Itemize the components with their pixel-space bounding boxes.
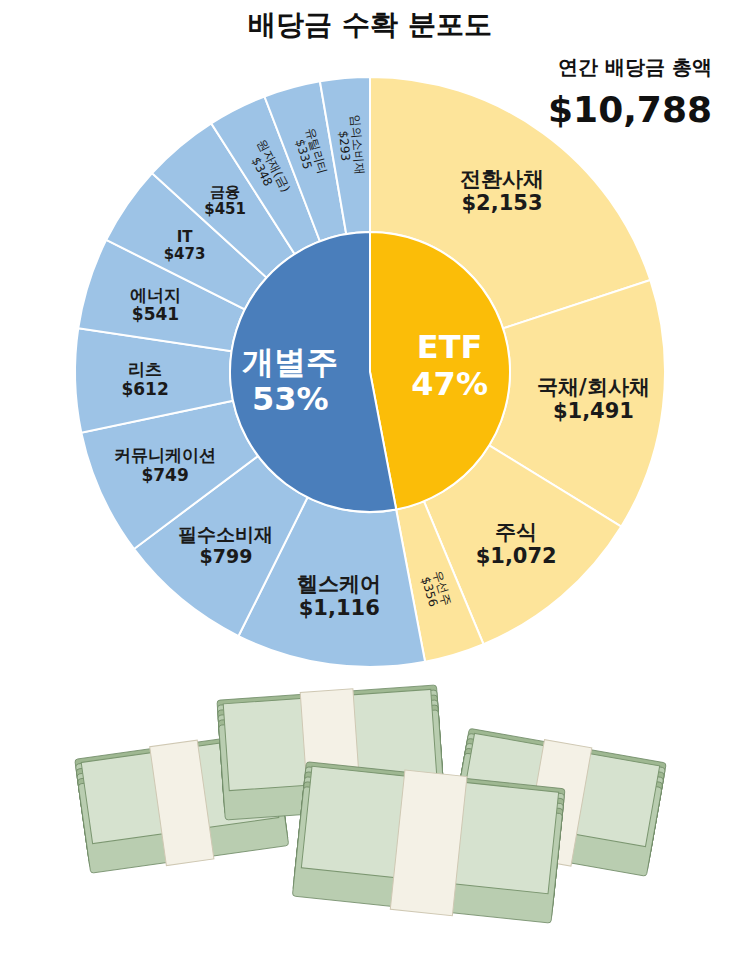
outer-labels: 전환사채$2,153 국채/회사채$1,491 주식$1,072 우선주$356 헬스케… (114, 114, 650, 620)
chart: 배당금 수확 분포도연간 배당금 총액$10,788ETF47%개별주53%전환… (0, 0, 743, 969)
outer-label-value: $541 (132, 304, 179, 324)
outer-label-name: 국채/회사채 (537, 375, 650, 399)
outer-label: 전환사채$2,153 (460, 167, 544, 215)
outer-label-value: $2,153 (461, 191, 542, 215)
inner-label-name: 개별주 (242, 343, 338, 381)
outer-label: 주식$1,072 (476, 520, 557, 568)
outer-label-value: $473 (164, 245, 206, 263)
outer-label-name: 리츠 (128, 359, 162, 379)
outer-label-name: 금융 (210, 183, 240, 201)
outer-label: 헬스케어$1,116 (297, 572, 381, 620)
outer-label: 에너지$541 (130, 285, 181, 325)
outer-label-value: $1,116 (299, 596, 380, 620)
outer-label: 우선주$356 (418, 569, 454, 611)
outer-label-text: 임의소비재$293 (335, 114, 367, 176)
outer-label: 필수소비재$799 (178, 523, 273, 567)
bill-band (150, 740, 214, 866)
inner-label: 개별주53% (242, 343, 338, 418)
chart-title: 배당금 수확 분포도 (248, 8, 492, 41)
inner-label: ETF47% (411, 328, 488, 403)
outer-label-value: $335 (293, 138, 315, 171)
outer-ring (75, 77, 665, 667)
outer-label-value: $348 (249, 155, 275, 189)
outer-label: IT$473 (164, 228, 206, 263)
outer-label-value: $293 (336, 130, 353, 162)
inner-label-name: ETF (417, 328, 483, 366)
outer-label-name: 에너지 (130, 285, 181, 305)
total-label: 연간 배당금 총액 (558, 55, 712, 79)
outer-label-name: 주식 (495, 520, 537, 544)
outer-label: 원자재(금)$348 (243, 137, 293, 200)
outer-label-text: 유틸리티$335 (291, 126, 330, 179)
outer-label-value: $1,491 (553, 399, 634, 423)
outer-label-value: $799 (200, 545, 253, 567)
outer-label-value: $356 (418, 575, 440, 608)
money-illustration (74, 683, 666, 926)
outer-label-name: IT (177, 228, 194, 246)
outer-label: 국채/회사채$1,491 (537, 375, 650, 423)
inner-ring (230, 232, 510, 512)
outer-label: 금융$451 (204, 183, 246, 218)
outer-label-name: 헬스케어 (297, 572, 381, 596)
outer-label: 리츠$612 (121, 359, 168, 399)
outer-label-value: $451 (204, 200, 246, 218)
outer-label-name: 전환사채 (460, 167, 544, 191)
outer-label-name: 커뮤니케이션 (114, 445, 216, 465)
outer-label-value: $749 (141, 465, 188, 485)
bill-band (390, 770, 467, 916)
inner-label-value: 53% (252, 380, 329, 418)
outer-slice (320, 77, 370, 234)
inner-slice (370, 232, 510, 510)
outer-label-text: 원자재(금)$348 (243, 137, 293, 200)
inner-label-value: 47% (411, 365, 488, 403)
outer-label: 임의소비재$293 (335, 114, 367, 176)
outer-label-text: 우선주$356 (418, 569, 454, 611)
outer-label-value: $1,072 (476, 544, 557, 568)
inner-slice (230, 232, 396, 512)
outer-label: 커뮤니케이션$749 (114, 445, 216, 485)
money-stack (292, 760, 565, 926)
outer-label-name: 필수소비재 (178, 523, 273, 545)
sunburst: ETF47% 개별주53% 전환사채$2,153 국채/회사채$1,491 주식$1,0… (75, 77, 665, 667)
outer-label: 유틸리티$335 (291, 126, 330, 179)
outer-label-value: $612 (121, 379, 168, 399)
total-value: $10,788 (548, 89, 712, 130)
